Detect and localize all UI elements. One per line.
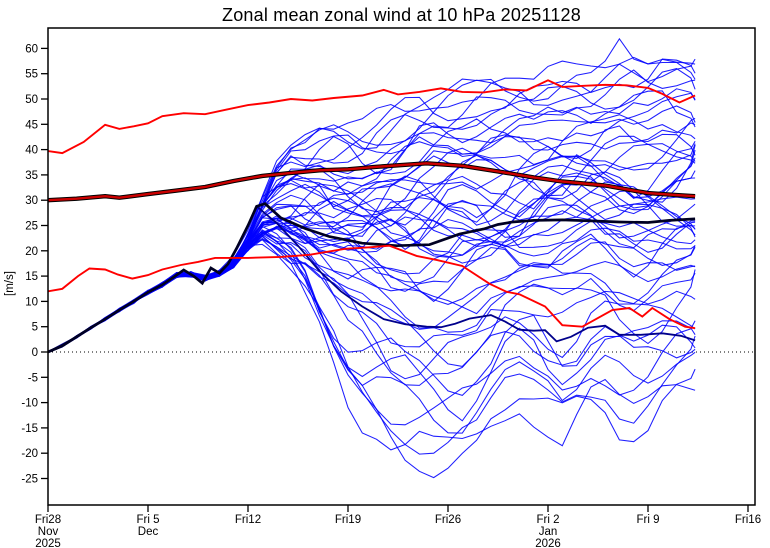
ensemble-mean-line	[48, 202, 696, 354]
ensemble-member-line	[48, 230, 696, 426]
x-axis-tick-label: Fri28	[35, 514, 61, 526]
y-axis-tick-label: 55	[25, 69, 38, 81]
y-axis-tick-label: 45	[25, 119, 38, 131]
ensemble-member-line	[48, 230, 696, 434]
ensemble-member-line	[48, 171, 696, 353]
x-axis-tick-sublabel: Dec	[138, 526, 159, 538]
y-axis-tick-label: 60	[25, 43, 38, 55]
y-axis-tick-label: 25	[25, 221, 38, 233]
x-axis-tick-label: Fri 5	[137, 514, 160, 526]
highlighted-series	[48, 79, 696, 354]
x-axis-tick-label: Fri26	[435, 514, 461, 526]
ensemble-member-line	[48, 238, 696, 380]
y-axis-tick-label: 20	[25, 246, 38, 258]
ensemble-member-line	[48, 56, 696, 353]
y-axis-tick-label: 50	[25, 94, 38, 106]
y-axis-tick-label: 35	[25, 170, 38, 182]
plot-frame	[47, 27, 756, 506]
y-axis-tick-label: 40	[25, 145, 38, 157]
y-axis-tick-label: -15	[21, 423, 38, 435]
climatology-lower-line	[48, 244, 696, 330]
x-axis-tick-label: Fri16	[735, 514, 761, 526]
climatology-mean-line	[48, 162, 696, 202]
ensemble-member-line	[48, 197, 696, 352]
y-axis-tick-label: -10	[21, 398, 38, 410]
y-axis: -25 -20 -15 -10 -5 0 5 10 15 20 25 30 35 40 45 50 55 60	[21, 43, 48, 486]
x-axis-tick-label: Fri 9	[637, 514, 660, 526]
ensemble-member-line	[48, 170, 696, 353]
control-member-line	[48, 204, 696, 353]
ensemble-member-line	[48, 210, 696, 353]
x-axis-tick-sublabel: 2026	[535, 538, 561, 548]
x-axis-tick-sublabel: Nov	[38, 526, 59, 538]
chart-title: Zonal mean zonal wind at 10 hPa 20251128	[222, 5, 581, 25]
ensemble-member-line	[48, 243, 696, 479]
y-axis-tick-label: -5	[28, 372, 38, 384]
x-axis-tick-label: Fri 2	[537, 514, 560, 526]
x-axis-tick-label: Fri19	[335, 514, 361, 526]
y-axis-tick-label: 5	[32, 322, 38, 334]
y-axis-tick-label: -20	[21, 448, 38, 460]
y-axis-tick-label: 15	[25, 271, 38, 283]
ensemble-member-line	[48, 58, 696, 353]
y-axis-tick-label: 0	[32, 347, 38, 359]
x-axis-tick-sublabel: Jan	[539, 526, 558, 538]
x-axis-tick-sublabel: 2025	[35, 538, 61, 548]
y-axis-tick-label: 10	[25, 296, 38, 308]
ensemble-members	[48, 37, 696, 479]
climatology-upper-line	[48, 79, 696, 155]
y-axis-tick-label: -25	[21, 474, 38, 486]
y-axis-tick-label: 30	[25, 195, 38, 207]
x-axis-tick-label: Fri12	[235, 514, 261, 526]
